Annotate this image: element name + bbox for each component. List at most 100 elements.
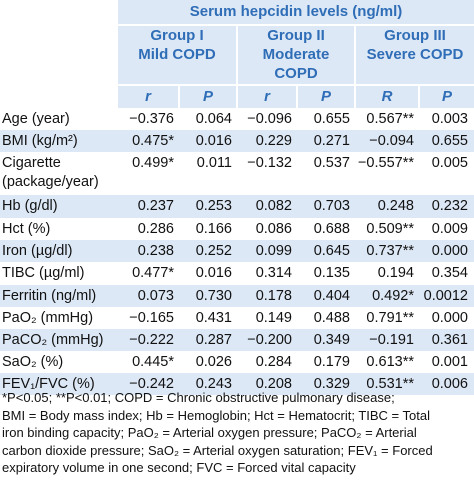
table-cell: 0.135: [313, 265, 350, 281]
table-row: Hct (%) 0.286 0.166 0.086 0.688 0.509** 0.009: [0, 218, 474, 240]
table-row: Hb (g/dl) 0.237 0.253 0.082 0.703 0.248 0.232: [0, 195, 474, 218]
table-cell: 0.737**: [366, 243, 414, 259]
table-cell: 0.006: [431, 376, 468, 392]
row-label: Hb (g/dl): [2, 197, 120, 216]
table-cell: 0.475*: [132, 133, 174, 149]
table-row: Ferritin (ng/ml) 0.073 0.730 0.178 0.404 0.49…: [0, 285, 474, 307]
group-header-1: Group I Mild COPD: [118, 24, 236, 84]
group-header-2: Group II Moderate COPD: [238, 24, 354, 84]
group-header-1-line1: Group I: [150, 27, 204, 44]
table-footnote: *P<0.05; **P<0.01; COPD = Chronic obstru…: [2, 389, 472, 477]
row-label: TIBC (µg/ml): [2, 264, 120, 283]
group-header-2-line3: COPD: [274, 65, 318, 82]
table-cell: 0.232: [431, 198, 468, 214]
table-cell: 0.194: [377, 265, 414, 281]
table-cell: 0.531**: [366, 376, 414, 392]
group-header-3-line2: Severe COPD: [366, 46, 464, 63]
row-label: BMI (kg/m²): [2, 132, 120, 151]
table-cell: 0.645: [313, 243, 350, 259]
table-cell: 0.537: [313, 155, 350, 171]
header-divider: [118, 24, 474, 26]
row-label-text: Hb (g/dl): [2, 198, 58, 214]
row-label-text: Ferritin (ng/ml): [2, 288, 97, 304]
table-cell: 0.086: [255, 221, 292, 237]
footnote-line: carbon dioxide pressure; SaO₂ = Arterial…: [2, 442, 433, 458]
table-cell: 0.688: [313, 221, 350, 237]
table-cell: 0.237: [137, 198, 174, 214]
table-cell: −0.096: [247, 111, 292, 127]
footnote-line: BMI = Body mass index; Hb = Hemoglobin; …: [2, 407, 430, 423]
row-label: Age (year): [2, 110, 120, 129]
table-cell: −0.557**: [357, 155, 414, 171]
table-cell: −0.222: [129, 332, 174, 348]
table-cell: 0.005: [431, 155, 468, 171]
table-cell: 0.073: [137, 288, 174, 304]
table-cell: 0.703: [313, 198, 350, 214]
table-cell: 0.284: [255, 354, 292, 370]
table-cell: 0.243: [195, 376, 232, 392]
table-cell: 0.179: [313, 354, 350, 370]
subheader-p-3: P: [420, 86, 474, 108]
table-cell: 0.064: [195, 111, 232, 127]
table-cell: 0.011: [196, 155, 232, 171]
table-cell: 0.488: [313, 310, 350, 326]
row-label: Ferritin (ng/ml): [2, 287, 120, 306]
group-header-3: Group III Severe COPD: [356, 24, 474, 84]
table-cell: 0.271: [313, 133, 350, 149]
table-cell: 0.492*: [372, 288, 414, 304]
table-cell: 0.000: [431, 243, 468, 259]
table-cell: 0.253: [195, 198, 232, 214]
table-row: FEV₁/FVC (%) −0.242 0.243 0.208 0.329 0.531**…: [0, 373, 474, 395]
table-cell: 0.208: [255, 376, 292, 392]
table-cell: 0.238: [137, 243, 174, 259]
table-cell: 0.149: [255, 310, 292, 326]
table-cell: 0.791**: [366, 310, 414, 326]
table-cell: −0.376: [129, 111, 174, 127]
table-cell: 0.567**: [366, 111, 414, 127]
table-cell: 0.252: [195, 243, 232, 259]
table-cell: −0.165: [129, 310, 174, 326]
subheader-p-2: P: [298, 86, 354, 108]
table-cell: 0.286: [137, 221, 174, 237]
table-cell: 0.499*: [132, 155, 174, 171]
table-cell: 0.314: [255, 265, 292, 281]
table-cell: 0.001: [431, 354, 468, 370]
table-cell: 0.361: [431, 332, 468, 348]
table-cell: 0.248: [377, 198, 414, 214]
row-label-text: Iron (µg/dl): [2, 243, 73, 259]
row-label: Iron (µg/dl): [2, 242, 120, 261]
footnote-line: *P<0.05; **P<0.01; COPD = Chronic obstru…: [2, 390, 395, 405]
row-label: FEV₁/FVC (%): [2, 375, 120, 394]
table-row: PaCO₂ (mmHg) −0.222 0.287 −0.200 0.349 −0.191…: [0, 329, 474, 351]
table-cell: 0.000: [431, 310, 468, 326]
table-cell: 0.655: [313, 111, 350, 127]
table-cell: 0.166: [195, 221, 232, 237]
table-cell: 0.655: [431, 133, 468, 149]
table-cell: −0.191: [369, 332, 414, 348]
row-label-text: Cigarette: [2, 155, 61, 171]
table-cell: 0.287: [195, 332, 232, 348]
table-cell: 0.431: [195, 310, 232, 326]
table-title: Serum hepcidin levels (ng/ml): [118, 0, 474, 24]
table-cell: 0.730: [195, 288, 232, 304]
subheader-p-1: P: [180, 86, 236, 108]
row-label: PaCO₂ (mmHg): [2, 331, 120, 350]
table-cell: −0.200: [247, 332, 292, 348]
group-header-3-line1: Group III: [384, 27, 446, 44]
table-cell: 0.003: [431, 111, 468, 127]
table-row: Cigarette (package/year) 0.499* 0.011 −0.132…: [0, 152, 474, 195]
row-label-text: FEV₁/FVC (%): [2, 376, 95, 392]
group-divider: [354, 24, 356, 84]
table-cell: 0.445*: [132, 354, 174, 370]
table-row: Age (year) −0.376 0.064 −0.096 0.655 0.567** 0…: [0, 108, 474, 130]
table-row: SaO₂ (%) 0.445* 0.026 0.284 0.179 0.613** 0.00…: [0, 351, 474, 373]
group-header-2-line1: Group II: [267, 27, 325, 44]
table-cell: 0.009: [431, 221, 468, 237]
subheader-r-2: r: [238, 86, 296, 108]
table-cell: 0.099: [255, 243, 292, 259]
table-cell: 0.329: [313, 376, 350, 392]
row-label-text: SaO₂ (%): [2, 354, 64, 370]
table-cell: 0.349: [313, 332, 350, 348]
row-label: PaO₂ (mmHg): [2, 309, 120, 328]
group-divider: [236, 24, 238, 84]
